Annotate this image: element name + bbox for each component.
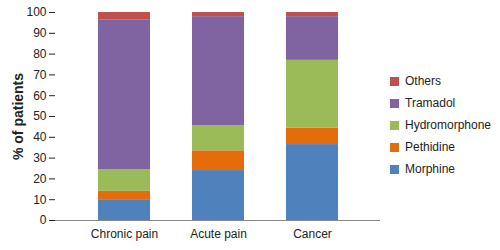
svg-text:90: 90 — [33, 26, 47, 40]
html-text:Morphine: Morphine — [405, 162, 455, 176]
svg-text:30: 30 — [33, 151, 47, 165]
html-text:Hydromorphone: Hydromorphone — [405, 118, 491, 132]
svg-text:60: 60 — [33, 89, 47, 103]
svg-text:20: 20 — [33, 172, 47, 186]
svg-text:100: 100 — [26, 5, 46, 19]
svg-text:40: 40 — [33, 130, 47, 144]
svg-text:0: 0 — [40, 213, 47, 227]
svg-text:Chronic pain: Chronic pain — [91, 227, 158, 241]
svg-text:Cancer: Cancer — [293, 227, 332, 241]
svg-text:80: 80 — [33, 47, 47, 61]
html-text:Pethidine: Pethidine — [405, 140, 455, 154]
svg-text:% of patients: % of patients — [10, 73, 26, 160]
html-text:Others: Others — [405, 74, 441, 88]
svg-text:50: 50 — [33, 109, 47, 123]
svg-text:70: 70 — [33, 68, 47, 82]
svg-text:Acute pain: Acute pain — [190, 227, 247, 241]
html-text:Tramadol: Tramadol — [405, 96, 456, 110]
svg-text:10: 10 — [33, 193, 47, 207]
